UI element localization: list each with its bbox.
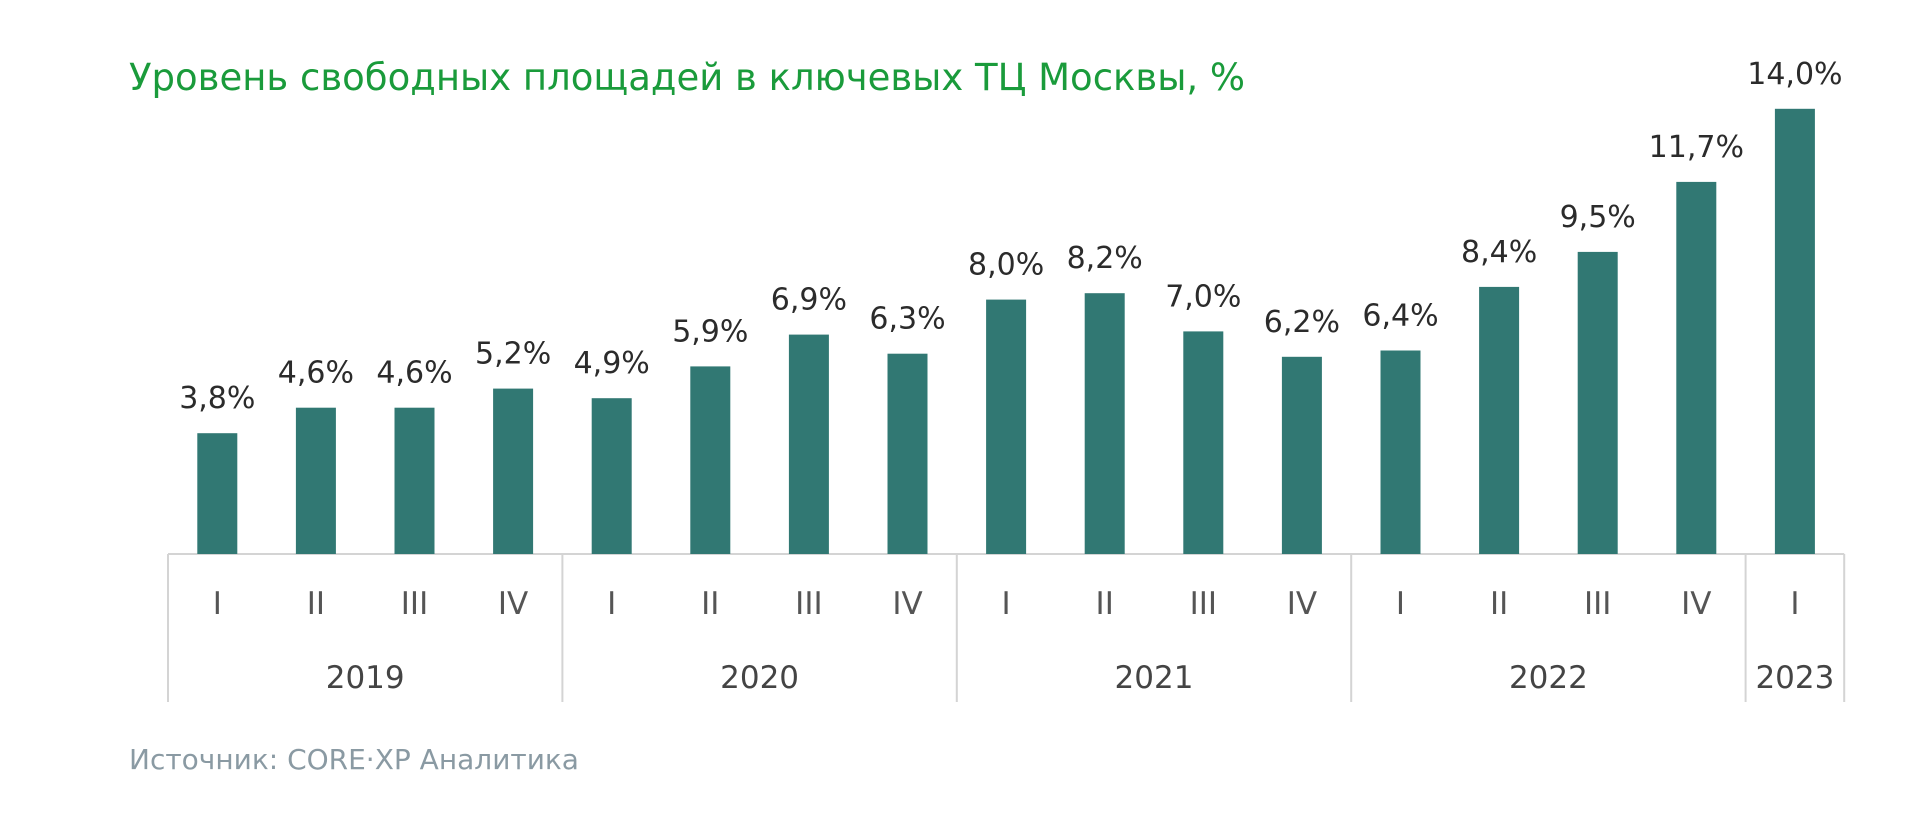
bar	[493, 388, 534, 554]
value-label: 6,9%	[771, 283, 847, 318]
quarter-label: III	[401, 586, 428, 622]
quarter-label: III	[1584, 586, 1611, 622]
value-label: 6,3%	[869, 302, 945, 337]
value-label: 6,4%	[1362, 299, 1438, 334]
bar	[1479, 286, 1520, 554]
bar	[1774, 108, 1815, 555]
bar	[197, 433, 238, 554]
year-labels: 2019 2020 2021 2022 2023	[326, 660, 1835, 696]
value-label: 8,2%	[1067, 241, 1143, 276]
quarter-label: IV	[1287, 586, 1317, 622]
value-label: 7,0%	[1165, 279, 1241, 314]
year-label: 2023	[1755, 660, 1834, 696]
quarter-label: III	[1190, 586, 1217, 622]
value-label: 14,0%	[1747, 57, 1842, 92]
value-label: 9,5%	[1560, 200, 1636, 235]
quarter-labels: I II III IV I II III IV I II III IV I II III IV I	[213, 586, 1800, 622]
value-label: 4,9%	[574, 346, 650, 381]
bar	[1281, 356, 1322, 554]
value-label: 6,2%	[1264, 305, 1340, 340]
quarter-label: IV	[498, 586, 528, 622]
bar	[1577, 251, 1618, 554]
quarter-label: II	[1490, 586, 1508, 622]
quarter-label: II	[701, 586, 719, 622]
bar	[986, 299, 1027, 554]
bar	[788, 334, 829, 554]
bar	[887, 353, 928, 554]
value-label: 4,6%	[376, 356, 452, 391]
chart-title: Уровень свободных площадей в ключевых ТЦ…	[129, 56, 1245, 99]
bar	[295, 407, 336, 554]
bar	[1380, 350, 1421, 554]
bar	[690, 366, 731, 554]
quarter-label: IV	[892, 586, 922, 622]
value-label: 8,0%	[968, 248, 1044, 283]
quarter-label: I	[607, 586, 616, 622]
bar	[1183, 331, 1224, 554]
bars	[197, 108, 1815, 555]
quarter-label: I	[213, 586, 222, 622]
quarter-label: II	[1096, 586, 1114, 622]
bar	[591, 398, 632, 554]
year-label: 2019	[326, 660, 405, 696]
quarter-label: I	[1790, 586, 1799, 622]
value-label: 3,8%	[179, 381, 255, 416]
year-label: 2022	[1509, 660, 1588, 696]
bar	[1676, 181, 1717, 554]
bar	[394, 407, 435, 554]
quarter-label: IV	[1681, 586, 1711, 622]
bar	[1084, 293, 1125, 554]
value-label: 5,2%	[475, 337, 551, 372]
category-axis	[167, 553, 1846, 702]
source-note: Источник: CORE·XP Аналитика	[129, 743, 579, 776]
year-label: 2021	[1115, 660, 1194, 696]
value-labels: 3,8% 4,6% 4,6% 5,2% 4,9% 5,9% 6,9% 6,3% 8,0% 8,2%…	[179, 57, 1842, 416]
quarter-label: I	[1396, 586, 1405, 622]
value-label: 5,9%	[672, 314, 748, 349]
year-label: 2020	[720, 660, 799, 696]
quarter-label: III	[795, 586, 822, 622]
value-label: 4,6%	[278, 356, 354, 391]
value-label: 11,7%	[1649, 130, 1744, 165]
value-label: 8,4%	[1461, 235, 1537, 270]
quarter-label: I	[1002, 586, 1011, 622]
quarter-label: II	[307, 586, 325, 622]
